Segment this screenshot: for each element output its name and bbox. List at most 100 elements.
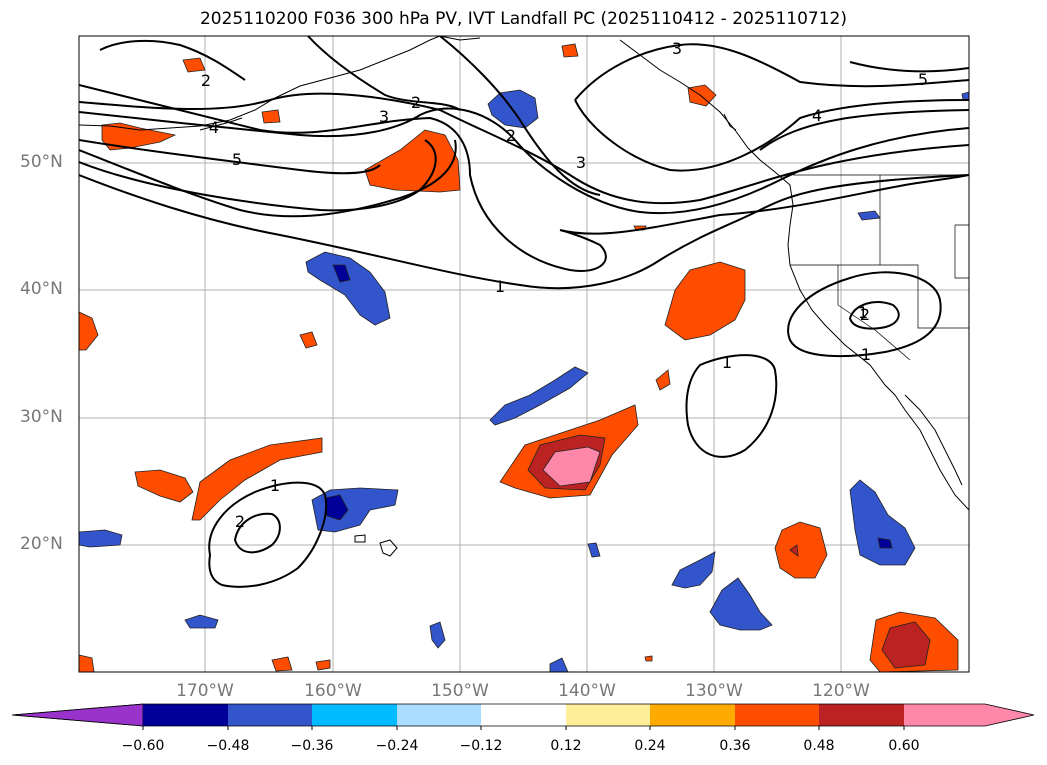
- pv-positive-region: [182, 57, 206, 73]
- contour-line: [79, 139, 457, 218]
- contour-label: 2: [506, 126, 516, 145]
- contour-line: [99, 39, 246, 81]
- colorbar-segment: [312, 704, 397, 726]
- contour-label: 2: [235, 512, 245, 531]
- contour-line: [307, 36, 461, 111]
- contour-label: 1: [861, 345, 871, 364]
- contour-line: [848, 301, 900, 330]
- colorbar-segment: [143, 704, 228, 726]
- colorbar-extend-max: [904, 704, 1034, 726]
- colorbar: [11, 703, 1035, 730]
- pv-positive-region: [79, 654, 95, 672]
- pv-negative-region: [184, 614, 219, 629]
- pv-negative-region: [332, 264, 351, 283]
- pv-positive-region: [687, 84, 717, 107]
- colorbar-tick-label: −0.24: [375, 738, 419, 754]
- contour-label: 5: [232, 150, 242, 169]
- contour-line: [79, 139, 381, 175]
- coastline-baja: [904, 394, 963, 486]
- contour-labels: 1 1 1 1 1 2 2 2 2 2 3 3 3 4 4 5 5: [201, 39, 928, 531]
- pv-positive-region: [364, 129, 461, 193]
- coastline-islands: [723, 113, 737, 131]
- pv-negative-region: [549, 657, 569, 672]
- pv-positive-region: [299, 331, 318, 349]
- contour-label: 2: [411, 93, 421, 112]
- colorbar-tick-label: 0.24: [634, 738, 666, 754]
- colorbar-tick-label: 0.60: [888, 738, 920, 754]
- coastline-alaska: [439, 36, 481, 41]
- coastline-alaska: [199, 117, 243, 131]
- pv-positive-region: [644, 655, 653, 662]
- pv-positive-region: [315, 659, 331, 671]
- pv-negative-region: [305, 251, 391, 326]
- pv-negative-region: [709, 577, 773, 631]
- pv-positive-region: [561, 43, 579, 58]
- contour-line: [79, 92, 969, 205]
- lat-label: 50°N: [20, 152, 63, 172]
- pv-positive-region: [542, 446, 601, 487]
- contour-label: 3: [672, 39, 682, 58]
- contour-label: 5: [918, 70, 928, 89]
- colorbar-segment: [397, 704, 481, 726]
- pv-positive-region: [79, 311, 99, 351]
- ivt-contours: [79, 36, 969, 588]
- pv-negative-region: [429, 621, 446, 649]
- contour-line: [79, 139, 437, 212]
- pv-positive-region: [261, 109, 281, 124]
- colorbar-segment: [650, 704, 735, 726]
- contour-line: [208, 481, 328, 588]
- contour-line: [787, 271, 942, 358]
- contour-label: 1: [858, 303, 868, 322]
- colorbar-extend-min: [11, 703, 144, 727]
- colorbar-tick-label: −0.48: [206, 738, 250, 754]
- contour-line: [79, 107, 969, 215]
- pv-positive-region: [881, 621, 931, 669]
- contour-line: [574, 43, 969, 101]
- contour-line: [849, 61, 969, 73]
- pv-shading: [79, 43, 969, 672]
- contour-label: 2: [860, 305, 870, 324]
- pv-negative-region: [849, 479, 916, 566]
- colorbar-segment: [481, 704, 566, 726]
- pv-positive-region: [655, 369, 671, 391]
- pv-positive-region: [774, 521, 828, 579]
- contour-line: [759, 109, 969, 151]
- contour-line: [685, 354, 778, 458]
- pv-negative-region: [489, 366, 589, 426]
- pv-positive-region: [789, 544, 799, 557]
- contour-label: 2: [201, 71, 211, 90]
- pv-negative-region: [671, 551, 716, 589]
- colorbar-tick-label: 0.12: [550, 738, 582, 754]
- lon-label: 130°W: [685, 681, 743, 701]
- colorbar-segment: [228, 704, 312, 726]
- colorbar-tick-label: 0.36: [719, 738, 751, 754]
- colorbar-segment: [735, 704, 819, 726]
- contour-line: [439, 36, 601, 196]
- lat-label: 40°N: [20, 279, 63, 299]
- contour-label: 4: [812, 106, 822, 125]
- pv-negative-region: [877, 537, 893, 549]
- colorbar-segment: [819, 704, 904, 726]
- coastline-hawaii: [379, 539, 398, 557]
- pv-negative-region: [79, 529, 123, 548]
- colorbar-tick-label: −0.12: [459, 738, 503, 754]
- colorbar-segment: [566, 704, 650, 726]
- lat-label: 20°N: [20, 534, 63, 554]
- map-title: 2025110200 F036 300 hPa PV, IVT Landfall…: [199, 9, 847, 29]
- lon-label: 150°W: [431, 681, 489, 701]
- lon-label: 120°W: [812, 681, 870, 701]
- colorbar-tick-label: −0.60: [121, 738, 165, 754]
- lon-label: 160°W: [304, 681, 362, 701]
- pv-positive-region: [134, 469, 194, 503]
- contour-line: [233, 512, 281, 554]
- lon-label: 170°W: [176, 681, 234, 701]
- contour-line: [574, 99, 969, 172]
- contour-label: 3: [576, 153, 586, 172]
- colorbar-tick-label: 0.48: [803, 738, 835, 754]
- contour-line: [79, 84, 969, 272]
- pv-positive-region: [664, 261, 746, 341]
- plot-border: [78, 35, 970, 673]
- contour-label: 1: [722, 353, 732, 372]
- lat-label: 30°N: [20, 407, 63, 427]
- contour-label: 4: [209, 118, 219, 137]
